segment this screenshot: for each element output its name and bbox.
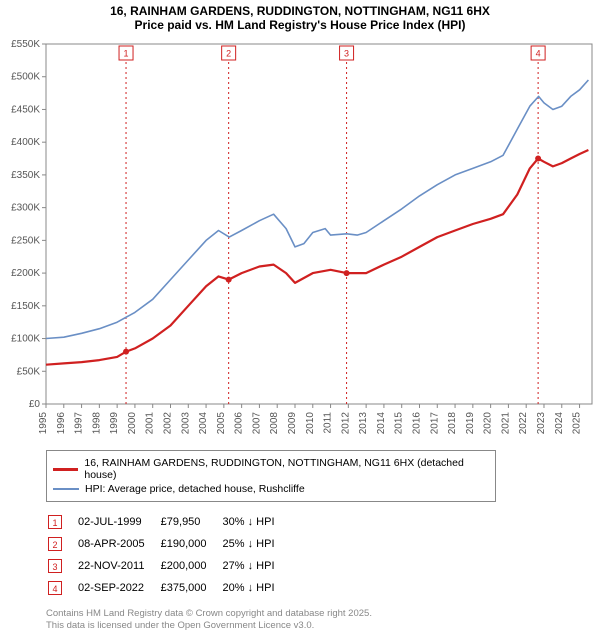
legend-swatch-1 xyxy=(53,468,78,471)
event-row: 1 02-JUL-1999£79,95030% ↓ HPI xyxy=(48,512,289,532)
events-table: 1 02-JUL-1999£79,95030% ↓ HPI 2 08-APR-2005… xyxy=(46,510,291,600)
x-tick-label: 1998 xyxy=(91,412,102,435)
x-tick-label: 2013 xyxy=(358,412,369,435)
title-line-1: 16, RAINHAM GARDENS, RUDDINGTON, NOTTING… xyxy=(0,4,600,18)
x-tick-label: 1999 xyxy=(109,412,120,435)
title-line-2: Price paid vs. HM Land Registry's House … xyxy=(0,18,600,32)
x-tick-label: 2021 xyxy=(500,412,511,435)
legend-label-1: 16, RAINHAM GARDENS, RUDDINGTON, NOTTING… xyxy=(84,457,489,481)
series-marker xyxy=(535,156,541,162)
footer-line-2: This data is licensed under the Open Gov… xyxy=(46,620,566,632)
event-row: 3 22-NOV-2011£200,00027% ↓ HPI xyxy=(48,556,289,576)
legend: 16, RAINHAM GARDENS, RUDDINGTON, NOTTING… xyxy=(46,450,496,502)
x-tick-label: 1996 xyxy=(56,412,67,435)
event-date: 02-SEP-2022 xyxy=(78,578,159,598)
y-tick-label: £150K xyxy=(11,301,40,312)
x-tick-label: 2007 xyxy=(251,412,262,435)
event-date: 08-APR-2005 xyxy=(78,534,159,554)
x-tick-label: 2009 xyxy=(287,412,298,435)
x-tick-label: 2003 xyxy=(180,412,191,435)
y-tick-label: £350K xyxy=(11,170,40,181)
y-tick-label: £300K xyxy=(11,203,40,214)
y-tick-label: £100K xyxy=(11,334,40,345)
x-tick-label: 2015 xyxy=(394,412,405,435)
x-tick-label: 2005 xyxy=(216,412,227,435)
y-tick-label: £50K xyxy=(17,366,41,377)
chart-svg: £0 £50K £100K £150K £200K £250K £300K £350K £400… xyxy=(0,34,600,444)
x-tick-label: 2018 xyxy=(447,412,458,435)
chart-area: £0 £50K £100K £150K £200K £250K £300K £350K £400… xyxy=(0,34,600,444)
event-delta: 27% ↓ HPI xyxy=(223,556,289,576)
event-marker-number: 2 xyxy=(226,48,231,58)
y-tick-label: £400K xyxy=(11,137,40,148)
x-tick-label: 2006 xyxy=(234,412,245,435)
x-tick-label: 2017 xyxy=(429,412,440,435)
footer-line-1: Contains HM Land Registry data © Crown c… xyxy=(46,608,566,620)
series-marker xyxy=(123,349,129,355)
event-marker-box: 1 xyxy=(48,515,62,529)
event-marker-number: 3 xyxy=(344,48,349,58)
events-tbody: 1 02-JUL-1999£79,95030% ↓ HPI 2 08-APR-2005… xyxy=(48,512,289,598)
chart-title-block: 16, RAINHAM GARDENS, RUDDINGTON, NOTTING… xyxy=(0,0,600,34)
x-tick-label: 2012 xyxy=(340,412,351,435)
x-tick-label: 2019 xyxy=(465,412,476,435)
x-tick-label: 2016 xyxy=(411,412,422,435)
x-tick-label: 2023 xyxy=(536,412,547,435)
x-tick-label: 2000 xyxy=(127,412,138,435)
x-tick-label: 2010 xyxy=(305,412,316,435)
x-tick-label: 2022 xyxy=(518,412,529,435)
event-date: 02-JUL-1999 xyxy=(78,512,159,532)
event-price: £190,000 xyxy=(161,534,221,554)
event-delta: 25% ↓ HPI xyxy=(223,534,289,554)
legend-swatch-2 xyxy=(53,488,79,490)
y-tick-label: £500K xyxy=(11,72,40,83)
event-delta: 20% ↓ HPI xyxy=(223,578,289,598)
x-tick-label: 2014 xyxy=(376,412,387,435)
event-marker-box: 4 xyxy=(48,581,62,595)
event-date: 22-NOV-2011 xyxy=(78,556,159,576)
event-marker-box: 3 xyxy=(48,559,62,573)
footer: Contains HM Land Registry data © Crown c… xyxy=(46,608,566,633)
event-marker-number: 4 xyxy=(536,48,541,58)
legend-label-2: HPI: Average price, detached house, Rush… xyxy=(85,483,305,495)
x-tick-label: 1995 xyxy=(38,412,49,435)
y-tick-label: £200K xyxy=(11,268,40,279)
legend-row-2: HPI: Average price, detached house, Rush… xyxy=(53,483,489,495)
series-marker xyxy=(344,270,350,276)
series-marker xyxy=(226,277,232,283)
x-tick-label: 2025 xyxy=(572,412,583,435)
y-tick-label: £550K xyxy=(11,39,40,50)
x-tick-label: 1997 xyxy=(74,412,85,435)
y-tick-label: £0 xyxy=(29,399,41,410)
event-price: £375,000 xyxy=(161,578,221,598)
event-marker-number: 1 xyxy=(124,48,129,58)
event-price: £200,000 xyxy=(161,556,221,576)
event-row: 4 02-SEP-2022£375,00020% ↓ HPI xyxy=(48,578,289,598)
event-delta: 30% ↓ HPI xyxy=(223,512,289,532)
x-tick-label: 2001 xyxy=(145,412,156,435)
x-tick-label: 2011 xyxy=(323,412,334,434)
x-tick-label: 2002 xyxy=(162,412,173,435)
y-tick-label: £250K xyxy=(11,235,40,246)
x-tick-label: 2020 xyxy=(483,412,494,435)
event-row: 2 08-APR-2005£190,00025% ↓ HPI xyxy=(48,534,289,554)
legend-row-1: 16, RAINHAM GARDENS, RUDDINGTON, NOTTING… xyxy=(53,457,489,481)
x-tick-label: 2004 xyxy=(198,412,209,435)
x-tick-label: 2008 xyxy=(269,412,280,435)
x-tick-label: 2024 xyxy=(554,412,565,435)
event-price: £79,950 xyxy=(161,512,221,532)
event-marker-box: 2 xyxy=(48,537,62,551)
y-tick-label: £450K xyxy=(11,104,40,115)
